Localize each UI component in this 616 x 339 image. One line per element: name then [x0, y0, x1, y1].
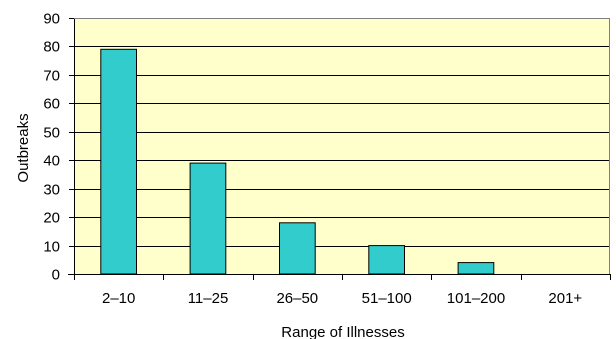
y-tick-label: 40 [43, 153, 60, 170]
bar-3 [368, 245, 405, 275]
y-tick-label: 70 [43, 68, 60, 85]
bar-2 [279, 222, 316, 275]
x-tick-label: 51–100 [362, 290, 412, 307]
x-tick-label: 11–25 [188, 290, 229, 307]
y-tick-labels: 0 10 20 30 40 50 60 70 80 90 [43, 11, 60, 284]
y-tick-label: 10 [43, 239, 60, 256]
x-tick-label: 26–50 [276, 290, 318, 307]
x-tick-labels: 2–10 11–25 26–50 51–100 101–200 201+ [102, 290, 582, 307]
y-tick-label: 90 [43, 11, 60, 28]
x-tick-label: 101–200 [447, 290, 505, 307]
y-tick-label: 20 [43, 210, 60, 227]
x-tick-label: 201+ [548, 290, 582, 307]
bar-4 [457, 262, 495, 275]
y-tick-label: 60 [43, 96, 60, 113]
x-tick-label: 2–10 [102, 290, 135, 307]
bars [100, 48, 495, 275]
y-tick-label: 0 [52, 267, 60, 284]
bar-0 [100, 48, 138, 275]
axes [68, 18, 611, 280]
x-axis-title: Range of Illnesses [281, 324, 404, 339]
plot-area [74, 18, 610, 274]
y-tick-label: 80 [43, 39, 60, 56]
bar-1 [189, 162, 227, 275]
y-tick-label: 30 [43, 182, 60, 199]
y-tick-label: 50 [43, 125, 60, 142]
y-axis-title: Outbreaks [15, 113, 32, 182]
